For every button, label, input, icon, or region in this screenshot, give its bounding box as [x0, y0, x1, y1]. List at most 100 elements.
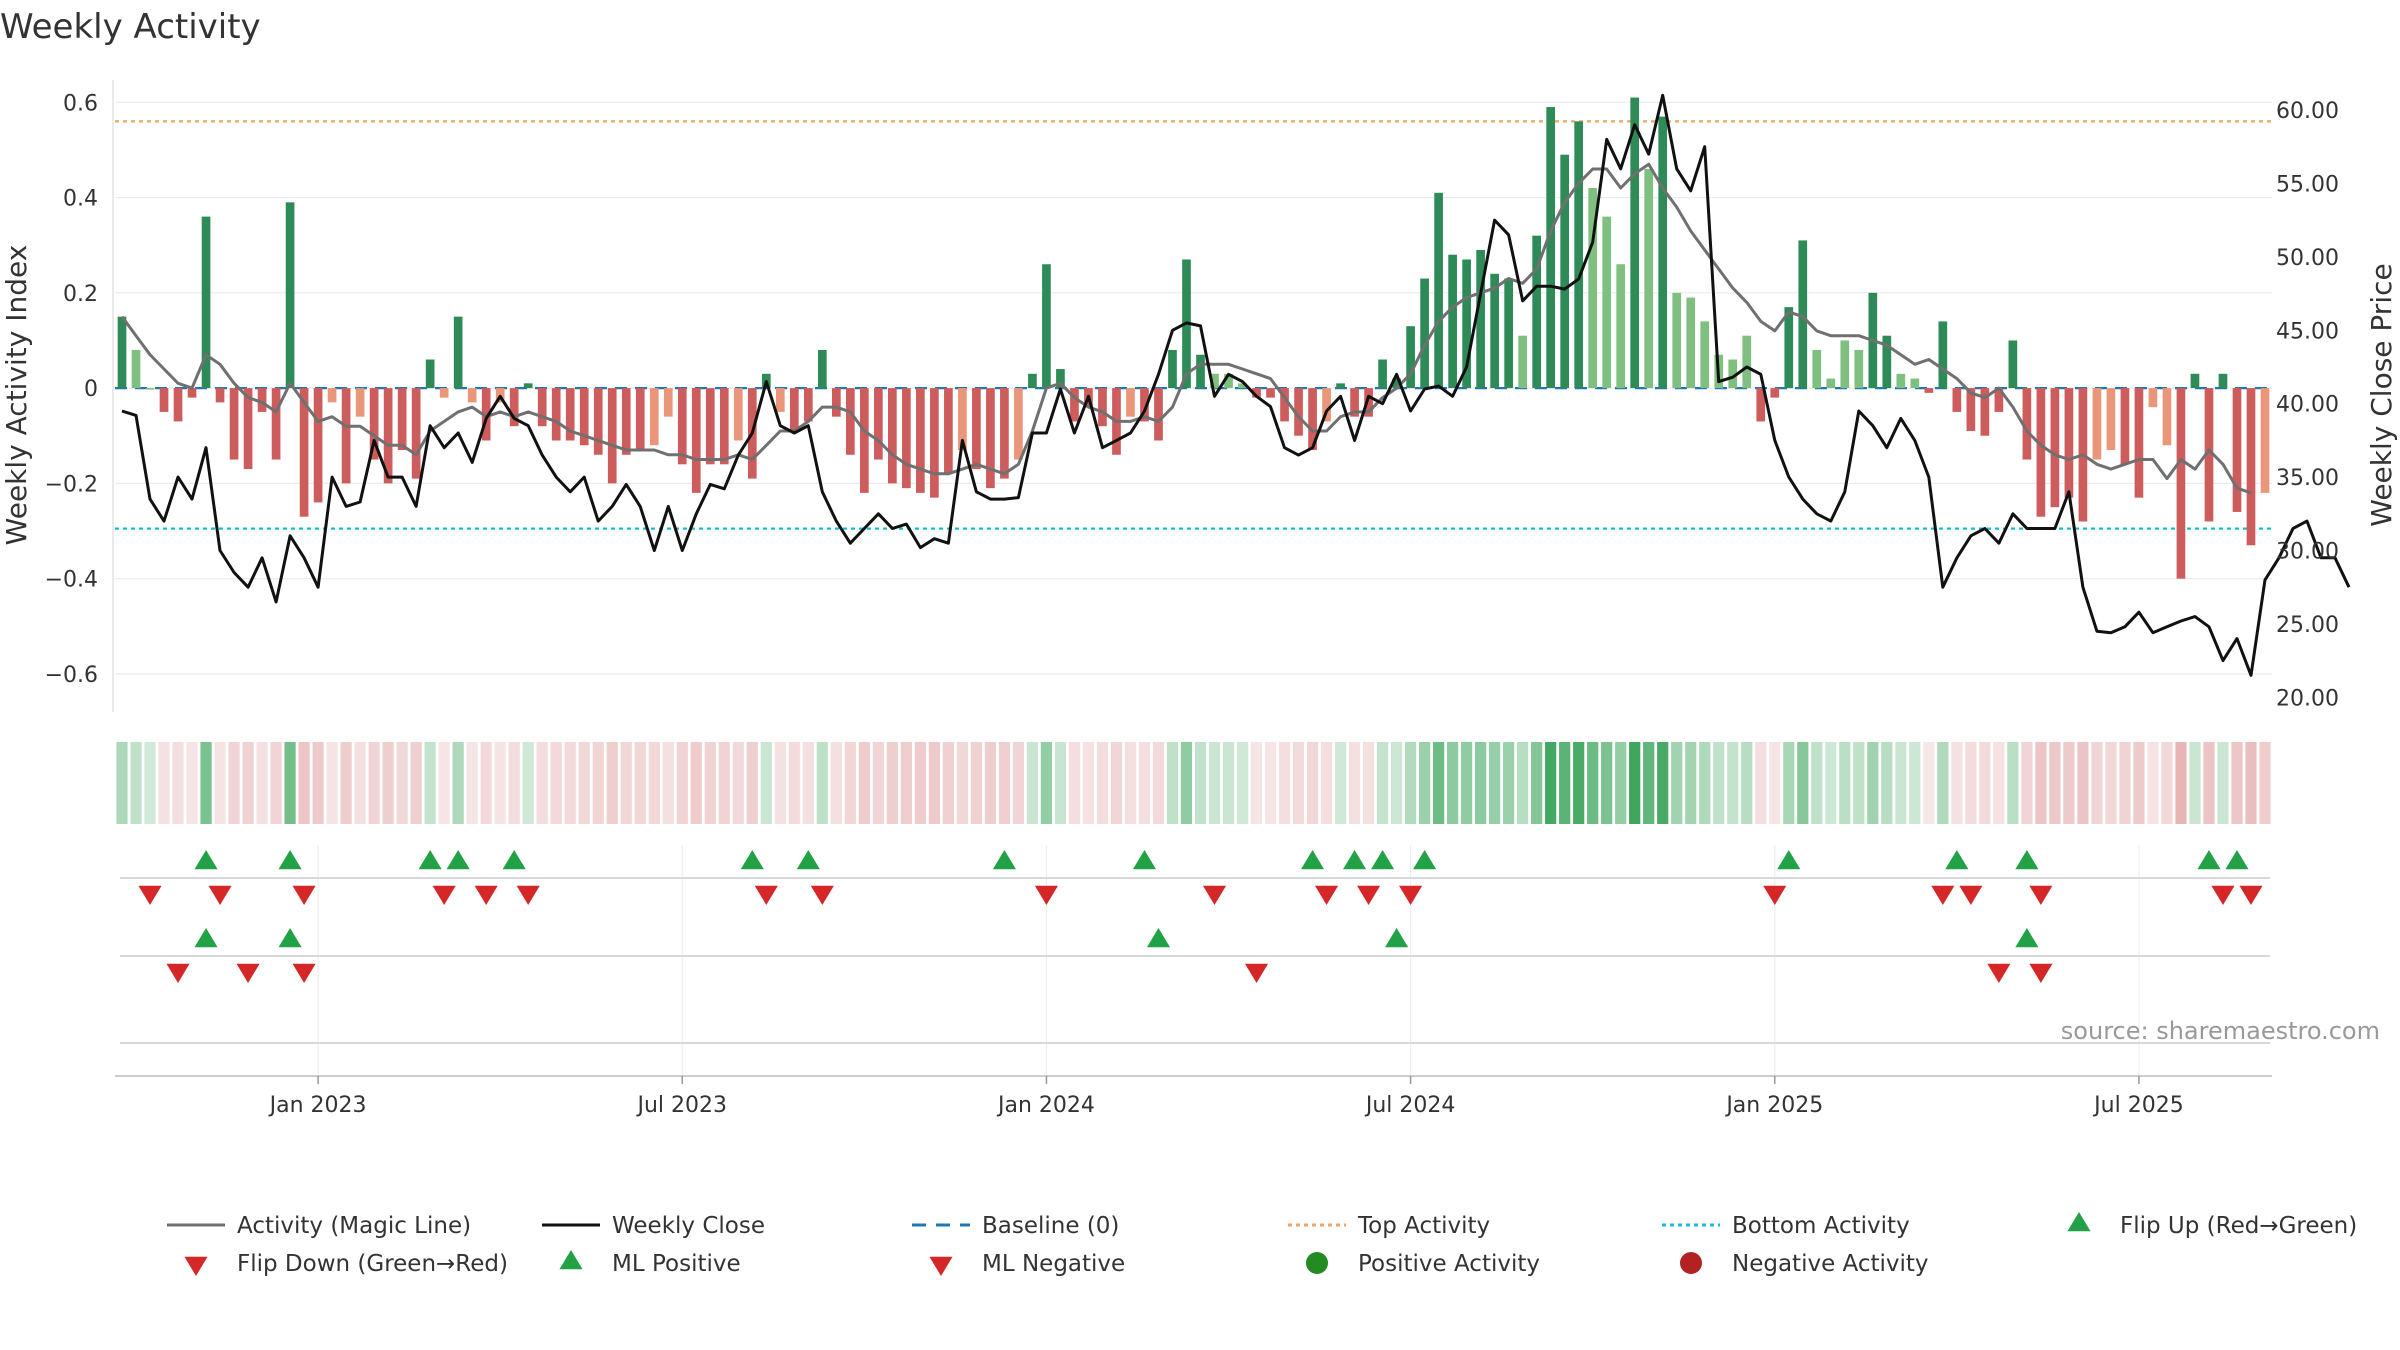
y-right-tick-label: 50.00: [2276, 246, 2339, 271]
activity-bar: [2190, 373, 2200, 389]
flip-down-marker: [1202, 885, 1227, 905]
legend-swatch: [184, 1256, 208, 1276]
activity-bar: [243, 388, 253, 470]
activity-bar: [1616, 264, 1626, 389]
heat-cell: [1769, 742, 1781, 824]
heat-cell: [774, 742, 786, 824]
ml-positive-marker: [1146, 928, 1171, 948]
activity-bar: [986, 388, 995, 489]
activity-bar: [355, 388, 365, 417]
activity-bar: [173, 388, 183, 422]
legend-label: Positive Activity: [1358, 1251, 1540, 1277]
heat-cell: [2189, 742, 2201, 824]
activity-bar: [916, 388, 925, 493]
activity-bar: [2246, 388, 2256, 546]
activity-bar: [2036, 388, 2046, 517]
heat-cell: [956, 742, 968, 824]
heat-cell: [704, 742, 716, 824]
activity-bar: [1798, 240, 1808, 389]
activity-bar: [341, 388, 351, 484]
heat-cell: [1376, 742, 1389, 824]
activity-bar: [663, 388, 673, 417]
y-right-tick-label: 60.00: [2276, 99, 2339, 124]
heat-cell: [550, 742, 562, 824]
y-right-tick-label: 25.00: [2276, 613, 2339, 638]
heat-cell: [1292, 742, 1305, 824]
heat-cell: [1713, 742, 1725, 824]
flip-up-marker: [1301, 850, 1325, 870]
activity-bar: [1056, 369, 1065, 389]
y-right-tick-label: 20.00: [2276, 686, 2339, 711]
ml-positive-marker: [278, 928, 302, 948]
activity-bar: [1966, 388, 1976, 431]
activity-bar: [691, 388, 701, 493]
heat-cell: [1517, 742, 1529, 824]
heat-cell: [998, 742, 1011, 824]
y-right-tick-label: 55.00: [2276, 172, 2339, 197]
heat-cell: [396, 742, 408, 824]
y-left-tick-label: 0: [84, 377, 98, 402]
activity-bar: [888, 388, 897, 484]
legend-swatch: [2067, 1212, 2091, 1232]
activity-bar: [1630, 97, 1640, 389]
activity-bar: [1938, 321, 1948, 389]
heat-cell: [1054, 742, 1067, 824]
heat-cell: [1853, 742, 1865, 824]
activity-bar: [803, 388, 813, 422]
heat-cell: [1264, 742, 1277, 824]
flip-up-marker: [1371, 850, 1395, 870]
heat-cell: [690, 742, 702, 824]
x-tick-label: Jul 2025: [2092, 1093, 2184, 1118]
heat-cell: [2161, 742, 2173, 824]
activity-bar: [537, 388, 547, 427]
heat-cell: [1755, 742, 1767, 824]
legend-label: ML Negative: [982, 1251, 1125, 1277]
legend-item: Weekly Close: [542, 1213, 765, 1239]
heat-cell: [1320, 742, 1333, 824]
heat-cell: [620, 742, 632, 824]
heat-cell: [1867, 742, 1879, 824]
heat-cell: [494, 742, 506, 824]
heat-cell: [1671, 742, 1683, 824]
activity-bar: [1896, 373, 1906, 389]
activity-bar: [1322, 388, 1331, 422]
activity-bar: [1252, 388, 1261, 398]
heat-cell: [116, 742, 128, 824]
activity-bar: [1826, 378, 1836, 389]
heat-cell: [340, 742, 352, 824]
grid-lines: [115, 101, 2272, 1076]
heat-cell: [1923, 742, 1935, 824]
heat-cell: [2175, 742, 2187, 824]
heat-cell: [508, 742, 520, 824]
heat-cell: [872, 742, 884, 824]
heat-cell: [816, 742, 828, 824]
heat-cell: [1040, 742, 1053, 824]
heat-cell: [1601, 742, 1613, 824]
heat-cell: [1096, 742, 1109, 824]
activity-bar: [1196, 354, 1205, 389]
activity-bar: [1098, 388, 1107, 427]
heat-cell: [2105, 742, 2117, 824]
heat-cell: [172, 742, 184, 824]
weekly-close-series: [121, 93, 2351, 677]
heat-cell: [984, 742, 997, 824]
heat-cell: [1012, 742, 1025, 824]
y-left-tick-label: −0.4: [45, 568, 98, 593]
heat-cell: [844, 742, 856, 824]
heat-cell: [1881, 742, 1893, 824]
activity-bar: [1154, 388, 1163, 441]
flip-up-marker: [2015, 850, 2039, 870]
legend-label: Negative Activity: [1732, 1251, 1929, 1277]
x-tick-label: Jan 2024: [996, 1093, 1095, 1118]
legend-label: Flip Down (Green→Red): [237, 1251, 508, 1277]
activity-bar: [1574, 121, 1584, 389]
flip-up-marker: [1343, 850, 1367, 870]
heat-cell: [130, 742, 142, 824]
heat-cell: [1559, 742, 1571, 824]
heat-cell: [2147, 742, 2159, 824]
heat-cell: [326, 742, 338, 824]
activity-bar: [1602, 216, 1612, 389]
activity-bar: [2260, 388, 2270, 493]
heat-cell: [368, 742, 380, 824]
y-left-tick-label: −0.2: [45, 472, 98, 497]
